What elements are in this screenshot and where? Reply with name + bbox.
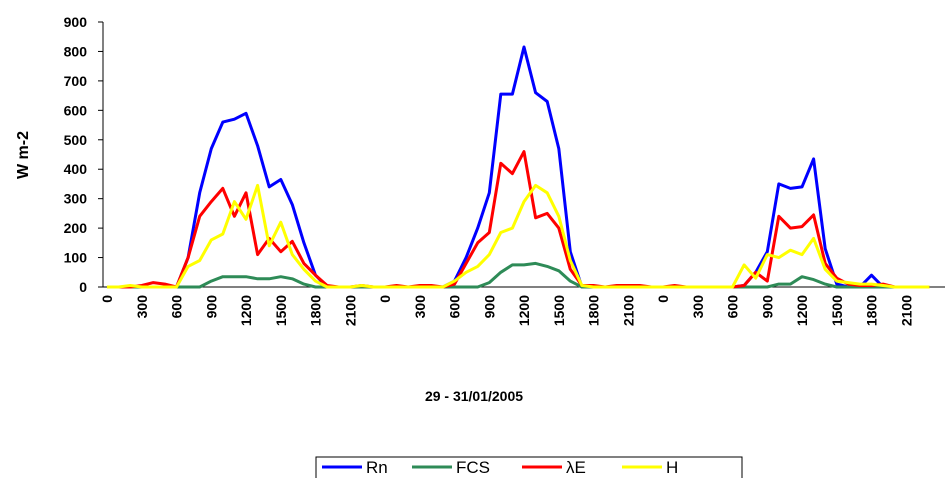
y-tick-label: 300 [64, 191, 88, 207]
x-tick-label: 900 [481, 295, 497, 319]
x-tick-label: 1800 [864, 295, 880, 326]
x-tick-label: 1200 [238, 295, 254, 326]
line-series [107, 183, 930, 289]
y-tick-label: 500 [64, 132, 88, 148]
x-tick-label: 600 [447, 295, 463, 319]
x-tick-label: 0 [377, 295, 393, 303]
x-tick-label: 300 [412, 295, 428, 319]
x-tick-label: 2100 [342, 295, 358, 326]
x-tick-label: 1800 [308, 295, 324, 326]
y-tick-label: 0 [79, 279, 87, 295]
x-tick-label: 900 [759, 295, 775, 319]
y-tick-label: 200 [64, 220, 88, 236]
x-tick-label: 1800 [586, 295, 602, 326]
line-series [107, 45, 930, 289]
line-series [107, 150, 930, 289]
y-tick-label: 700 [64, 73, 88, 89]
x-tick-label: 1200 [794, 295, 810, 326]
line-series [107, 261, 930, 289]
legend-label: λE [566, 458, 586, 477]
x-tick-label: 1500 [829, 295, 845, 326]
x-tick-label: 300 [134, 295, 150, 319]
y-axis-label: W m-2 [15, 131, 32, 179]
y-tick-label: 600 [64, 102, 88, 118]
x-tick-label: 1500 [551, 295, 567, 326]
y-tick-label: 400 [64, 161, 88, 177]
x-tick-label: 300 [690, 295, 706, 319]
x-tick-label: 1200 [516, 295, 532, 326]
legend-label: H [666, 458, 678, 477]
x-tick-label: 2100 [620, 295, 636, 326]
y-tick-label: 900 [64, 14, 88, 30]
x-tick-label: 1500 [273, 295, 289, 326]
x-tick-label: 600 [725, 295, 741, 319]
x-axis-label: 29 - 31/01/2005 [425, 388, 523, 404]
x-tick-label: 900 [203, 295, 219, 319]
x-tick-label: 0 [655, 295, 671, 303]
x-tick-label: 2100 [898, 295, 914, 326]
x-tick-label: 600 [169, 295, 185, 319]
legend-label: FCS [456, 458, 490, 477]
legend-label: Rn [366, 458, 388, 477]
y-tick-label: 100 [64, 250, 88, 266]
y-tick-label: 800 [64, 43, 88, 59]
x-tick-label: 0 [99, 295, 115, 303]
